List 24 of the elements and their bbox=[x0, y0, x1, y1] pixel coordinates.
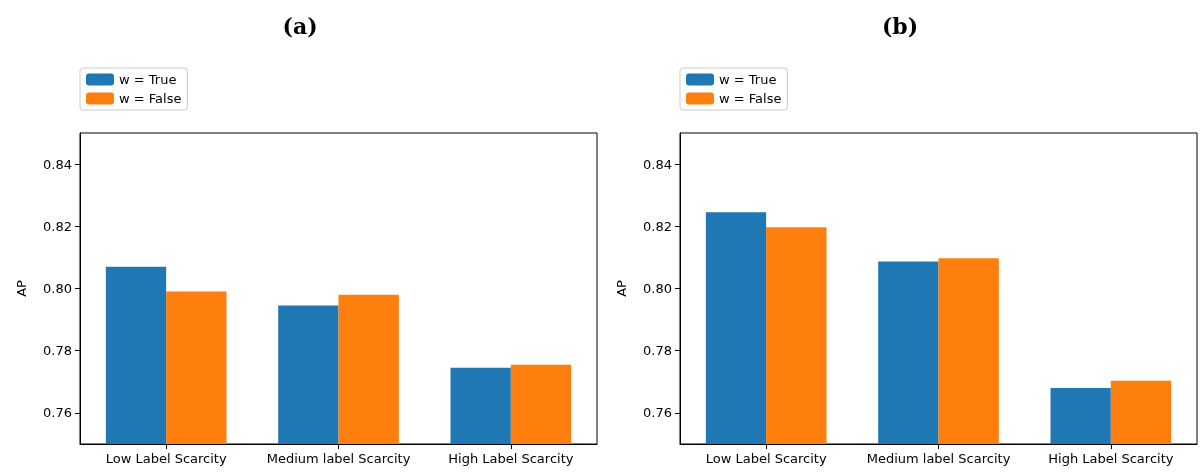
x-tick-label: Low Label Scarcity bbox=[705, 451, 827, 466]
legend-label: w = False bbox=[119, 91, 182, 106]
x-tick-label: High Label Scarcity bbox=[448, 451, 574, 466]
x-tick-label: Medium label Scarcity bbox=[266, 451, 411, 466]
y-tick-label: 0.80 bbox=[43, 281, 72, 296]
y-tick-label: 0.82 bbox=[643, 218, 672, 234]
x-tick-label: Low Label Scarcity bbox=[105, 451, 227, 466]
y-tick-label: 0.84 bbox=[643, 156, 672, 172]
y-tick-label: 0.80 bbox=[643, 281, 672, 296]
chart-title: (b) bbox=[881, 13, 919, 39]
legend-label: w = False bbox=[719, 91, 782, 106]
y-tick-label: 0.78 bbox=[643, 343, 672, 359]
y-axis-title: AP bbox=[614, 279, 629, 297]
legend-label: w = True bbox=[119, 72, 177, 87]
y-tick-label: 0.76 bbox=[643, 405, 672, 421]
y-tick-label: 0.78 bbox=[43, 343, 72, 359]
x-tick-label: Medium label Scarcity bbox=[866, 451, 1011, 466]
y-tick-label: 0.76 bbox=[43, 405, 72, 421]
legend-label: w = True bbox=[719, 72, 777, 87]
chart-title: (a) bbox=[282, 13, 318, 39]
y-tick-label: 0.82 bbox=[43, 218, 72, 234]
y-tick-label: 0.84 bbox=[43, 156, 72, 172]
y-axis-title: AP bbox=[14, 279, 29, 297]
x-tick-label: High Label Scarcity bbox=[1048, 451, 1174, 466]
